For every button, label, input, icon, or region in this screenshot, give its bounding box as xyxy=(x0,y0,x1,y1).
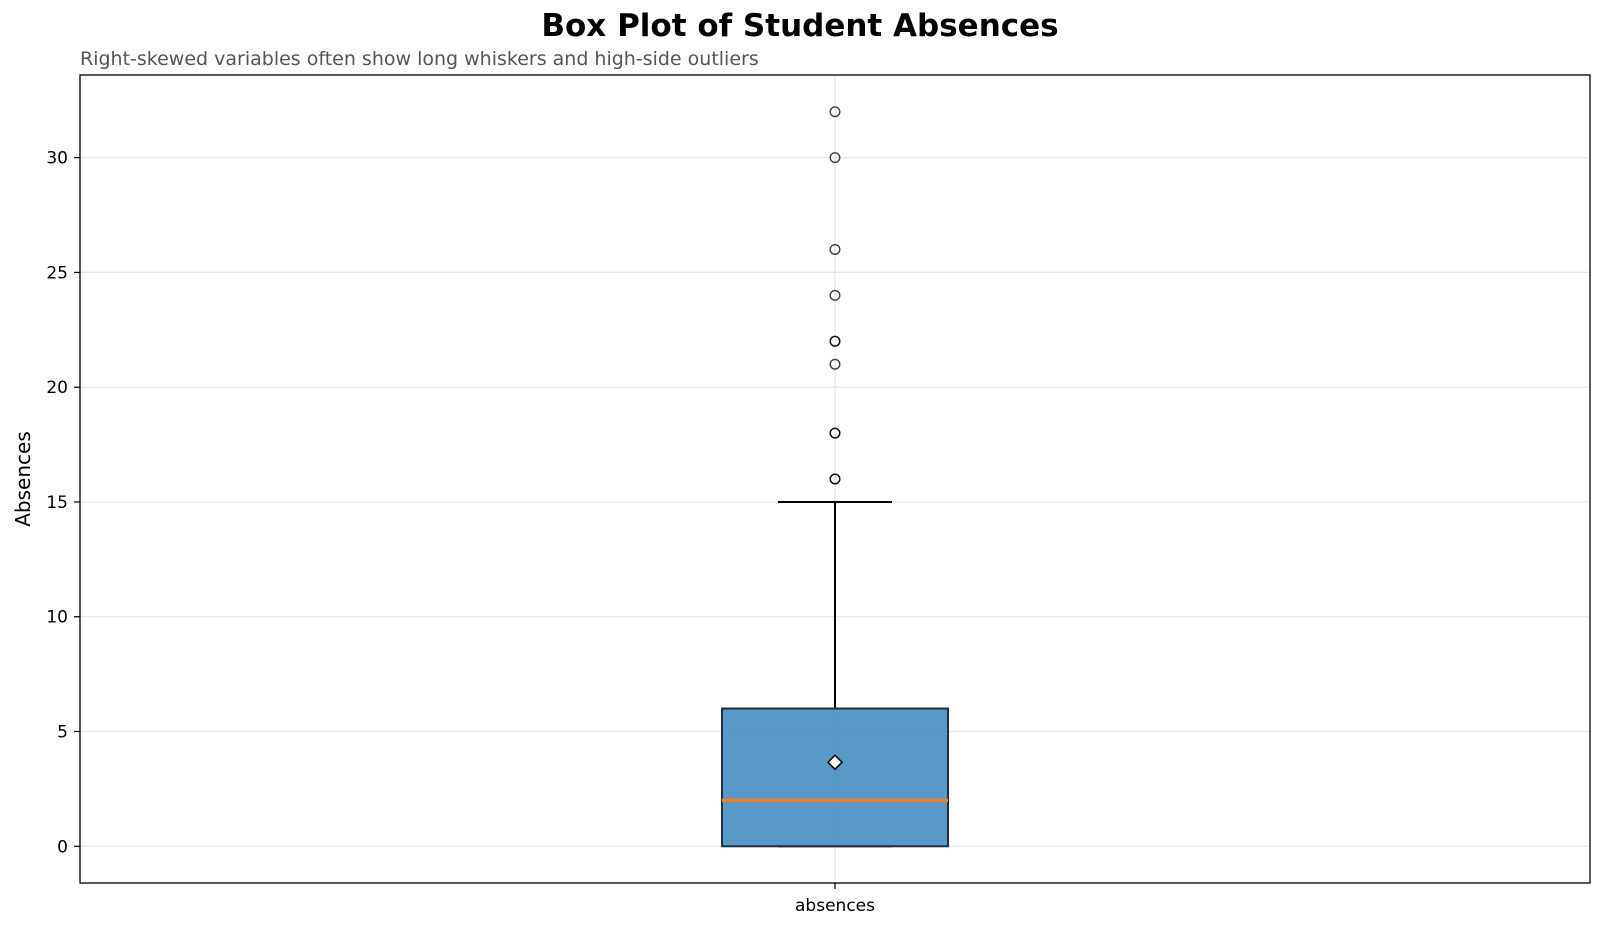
outlier-point xyxy=(829,243,841,255)
y-tick-label: 30 xyxy=(46,149,68,169)
y-tick-label: 10 xyxy=(46,608,68,628)
y-tick-label: 15 xyxy=(46,493,68,513)
outlier-point xyxy=(829,152,841,164)
y-tick-label: 5 xyxy=(57,723,68,743)
outlier-point xyxy=(829,358,841,370)
y-axis: 0 5 10 15 20 25 30 xyxy=(46,149,80,857)
outlier-point xyxy=(829,335,841,347)
mean-marker xyxy=(826,754,844,771)
box-layer xyxy=(721,106,949,848)
outlier-point xyxy=(829,106,841,118)
chart-subtitle: Right-skewed variables often show long w… xyxy=(80,48,759,70)
y-tick-label: 20 xyxy=(46,378,68,398)
outlier-point xyxy=(829,289,841,301)
x-axis: absences xyxy=(795,883,875,916)
y-tick-label: 25 xyxy=(46,263,68,283)
iqr-box xyxy=(721,707,949,848)
x-tick-label: absences xyxy=(795,896,875,916)
y-tick-label: 0 xyxy=(57,837,68,857)
y-axis-label: Absences xyxy=(11,431,35,527)
outlier-point xyxy=(829,427,841,439)
chart-title: Box Plot of Student Absences xyxy=(541,8,1059,44)
outlier-point xyxy=(829,473,841,485)
